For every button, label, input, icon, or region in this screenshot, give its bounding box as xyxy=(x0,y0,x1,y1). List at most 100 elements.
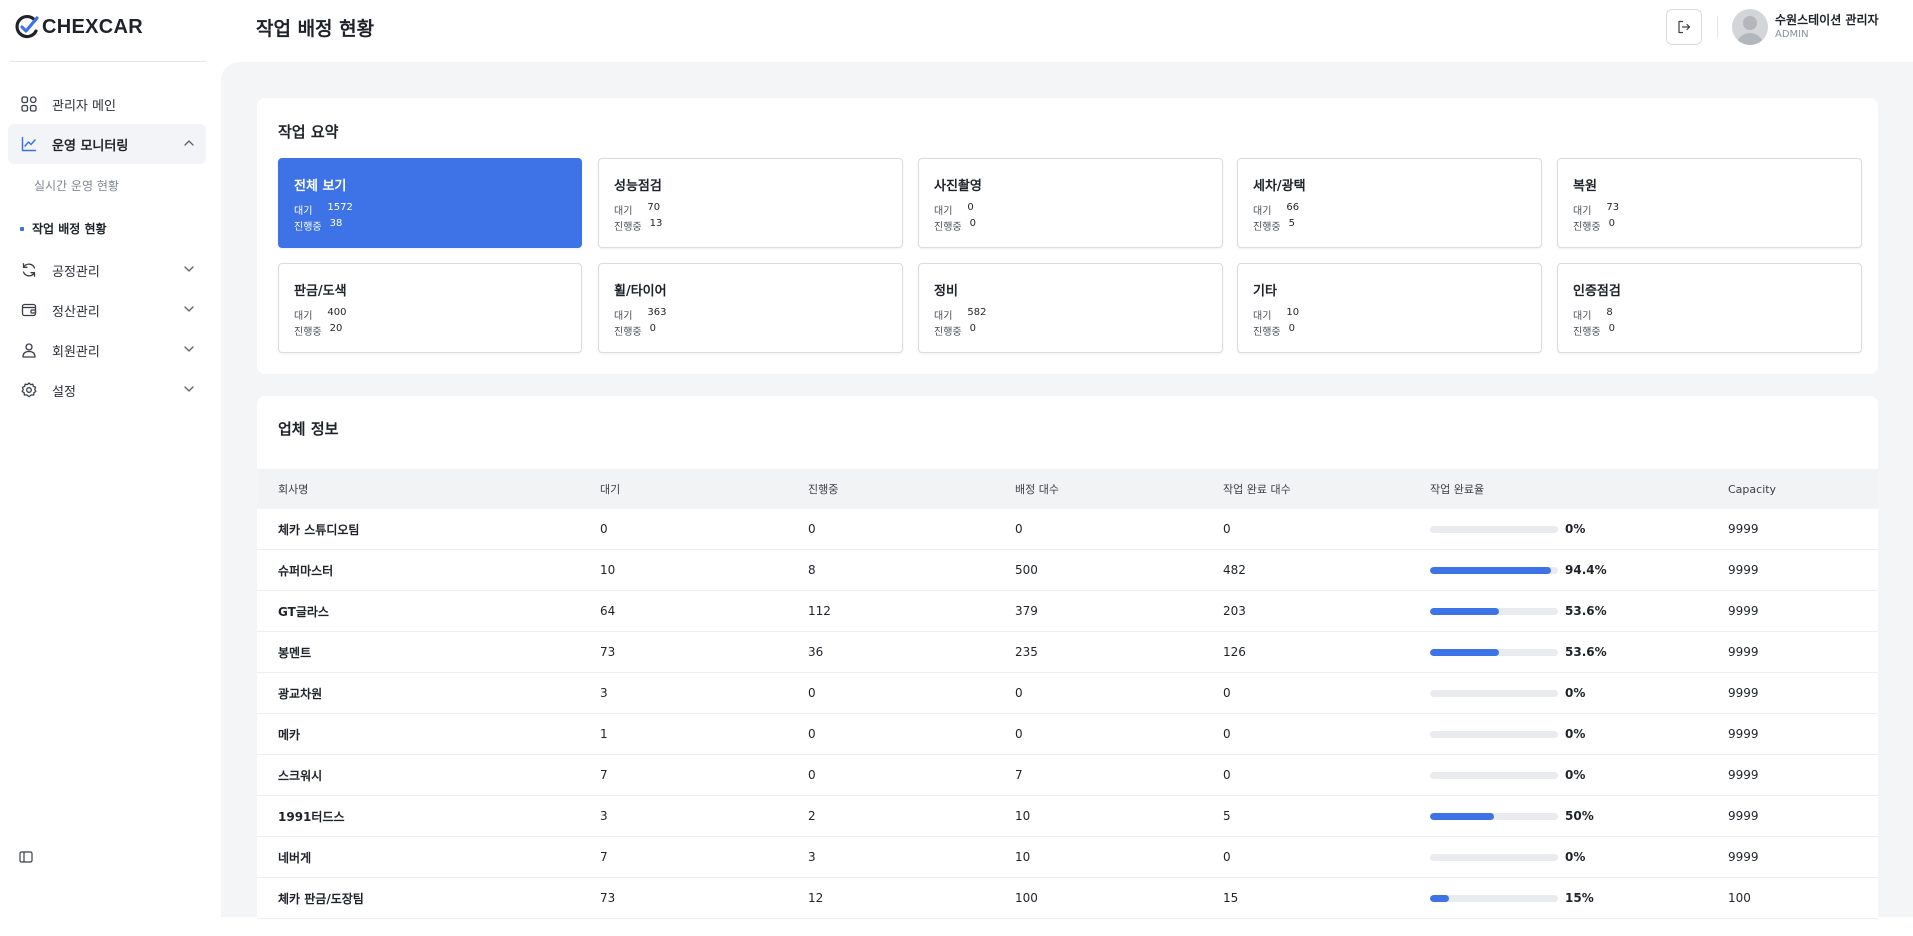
summary-tile[interactable]: 세차/광택 대기 66 진행중 5 xyxy=(1237,158,1542,248)
done-count: 482 xyxy=(1223,563,1246,577)
completion-rate: 50% xyxy=(1430,796,1728,836)
assigned-count: 10 xyxy=(1015,850,1031,864)
assigned-count: 7 xyxy=(1015,768,1023,782)
summary-tile[interactable]: 복원 대기 73 진행중 0 xyxy=(1557,158,1862,248)
table-row[interactable]: 체카 판금/도장팀 73 12 100 15 15% 100 xyxy=(257,878,1878,919)
company-name: 광교차원 xyxy=(278,686,323,701)
brand-logo[interactable]: CHEXCAR xyxy=(14,14,143,40)
wait-label: 대기 xyxy=(294,311,313,322)
summary-tile[interactable]: 전체 보기 대기 1572 진행중 38 xyxy=(278,158,582,248)
tile-progress-row: 진행중 0 xyxy=(1573,323,1615,338)
sidebar-subitem-realtime[interactable]: 실시간 운영 현황 xyxy=(8,164,206,207)
sidebar-toggle-icon[interactable] xyxy=(19,850,33,864)
table-row[interactable]: GT글라스 64 112 379 203 53.6% 9999 xyxy=(257,591,1878,632)
tile-progress-row: 진행중 5 xyxy=(1253,218,1295,233)
company-name: 메카 xyxy=(278,727,301,742)
summary-tile[interactable]: 사진촬영 대기 0 진행중 0 xyxy=(918,158,1223,248)
avatar-icon xyxy=(1736,16,1764,45)
tile-wait-row: 대기 8 xyxy=(1573,307,1613,322)
wait-count: 1 xyxy=(600,727,608,741)
completion-rate: 0% xyxy=(1430,673,1728,713)
wallet-icon xyxy=(20,301,38,319)
tile-progress-row: 진행중 0 xyxy=(934,218,976,233)
summary-tile[interactable]: 정비 대기 582 진행중 0 xyxy=(918,263,1223,353)
logout-button[interactable] xyxy=(1666,9,1702,45)
wait-label: 대기 xyxy=(1253,206,1272,217)
column-header[interactable]: 배정 대수 xyxy=(1015,483,1059,496)
assigned-count: 500 xyxy=(1015,563,1038,577)
tile-wait-row: 대기 66 xyxy=(1253,202,1299,217)
sidebar-item-process[interactable]: 공정관리 xyxy=(8,250,206,290)
column-header[interactable]: 작업 완료율 xyxy=(1430,483,1485,496)
capacity: 9999 xyxy=(1728,645,1759,659)
sidebar-item-label: 운영 모니터링 xyxy=(52,138,129,154)
column-header[interactable]: 진행중 xyxy=(808,483,839,496)
column-header[interactable]: 작업 완료 대수 xyxy=(1223,483,1291,496)
tile-title: 전체 보기 xyxy=(294,179,347,194)
tile-progress-row: 진행중 0 xyxy=(934,323,976,338)
sidebar-subitem-assignment[interactable]: 작업 배정 현황 xyxy=(8,207,206,250)
progress-label: 진행중 xyxy=(934,222,962,233)
tile-progress-row: 진행중 13 xyxy=(614,218,662,233)
capacity: 9999 xyxy=(1728,604,1759,618)
summary-tile[interactable]: 인증점검 대기 8 진행중 0 xyxy=(1557,263,1862,353)
completion-percent: 0% xyxy=(1565,686,1586,700)
progress-value: 5 xyxy=(1288,218,1295,229)
sidebar-item-label: 관리자 메인 xyxy=(52,98,116,114)
wait-label: 대기 xyxy=(1573,311,1592,322)
column-header[interactable]: 회사명 xyxy=(278,483,309,496)
wait-label: 대기 xyxy=(934,206,953,217)
company-name: 스크워시 xyxy=(278,768,323,783)
table-row[interactable]: 네버게 7 3 10 0 0% 9999 xyxy=(257,837,1878,878)
sidebar-item-label: 정산관리 xyxy=(52,304,100,320)
table-row[interactable]: 1991터드스 3 2 10 5 50% 9999 xyxy=(257,796,1878,837)
table-row[interactable]: 체카 스튜디오팀 0 0 0 0 0% 9999 xyxy=(257,509,1878,550)
company-table: 회사명 대기 진행중 배정 대수 작업 완료 대수 작업 완료율 Capacit… xyxy=(257,469,1878,919)
summary-tile[interactable]: 기타 대기 10 진행중 0 xyxy=(1237,263,1542,353)
sidebar-item-settings[interactable]: 설정 xyxy=(8,370,206,410)
summary-tile[interactable]: 판금/도색 대기 400 진행중 20 xyxy=(278,263,582,353)
progress-value: 0 xyxy=(1608,218,1615,229)
sidebar-item-members[interactable]: 회원관리 xyxy=(8,330,206,370)
sidebar-item-operations-monitoring[interactable]: 운영 모니터링 xyxy=(8,124,206,164)
current-indicator xyxy=(20,227,24,231)
table-row[interactable]: 광교차원 3 0 0 0 0% 9999 xyxy=(257,673,1878,714)
column-header[interactable]: 대기 xyxy=(600,483,621,496)
avatar[interactable] xyxy=(1732,9,1768,45)
tile-wait-row: 대기 0 xyxy=(934,202,974,217)
sidebar-item-admin-main[interactable]: 관리자 메인 xyxy=(8,84,206,124)
company-name: 네버게 xyxy=(278,850,312,865)
tile-wait-row: 대기 1572 xyxy=(294,202,353,217)
sidebar-subitem-label: 실시간 운영 현황 xyxy=(34,179,119,193)
progress-label: 진행중 xyxy=(294,327,322,338)
topbar-divider xyxy=(1717,16,1718,38)
sidebar-item-label: 회원관리 xyxy=(52,344,100,360)
progress-value: 13 xyxy=(649,218,663,229)
wait-value: 400 xyxy=(327,307,347,318)
completion-bar-fill xyxy=(1430,812,1494,820)
progress-label: 진행중 xyxy=(1573,222,1601,233)
column-header[interactable]: Capacity xyxy=(1728,482,1777,496)
assigned-count: 100 xyxy=(1015,891,1038,905)
completion-rate: 0% xyxy=(1430,837,1728,877)
company-name: 1991터드스 xyxy=(278,809,345,824)
summary-tile[interactable]: 휠/타이어 대기 363 진행중 0 xyxy=(598,263,903,353)
sidebar-item-settlement[interactable]: 정산관리 xyxy=(8,290,206,330)
done-count: 0 xyxy=(1223,686,1231,700)
table-row[interactable]: 스크워시 7 0 7 0 0% 9999 xyxy=(257,755,1878,796)
table-row[interactable]: 슈퍼마스터 10 8 500 482 94.4% 9999 xyxy=(257,550,1878,591)
wait-count: 7 xyxy=(600,768,608,782)
table-row[interactable]: 봉멘트 73 36 235 126 53.6% 9999 xyxy=(257,632,1878,673)
table-row[interactable]: 메카 1 0 0 0 0% 9999 xyxy=(257,714,1878,755)
completion-bar-fill xyxy=(1430,894,1450,902)
summary-tile[interactable]: 성능점검 대기 70 진행중 13 xyxy=(598,158,903,248)
brand-name: CHEXCAR xyxy=(42,15,143,38)
wait-count: 64 xyxy=(600,604,616,618)
progress-value: 38 xyxy=(329,218,343,229)
capacity: 9999 xyxy=(1728,522,1759,536)
capacity: 9999 xyxy=(1728,768,1759,782)
wait-count: 73 xyxy=(600,645,616,659)
progress-value: 0 xyxy=(649,323,656,334)
tile-progress-row: 진행중 0 xyxy=(614,323,656,338)
progress-value: 0 xyxy=(1288,323,1295,334)
